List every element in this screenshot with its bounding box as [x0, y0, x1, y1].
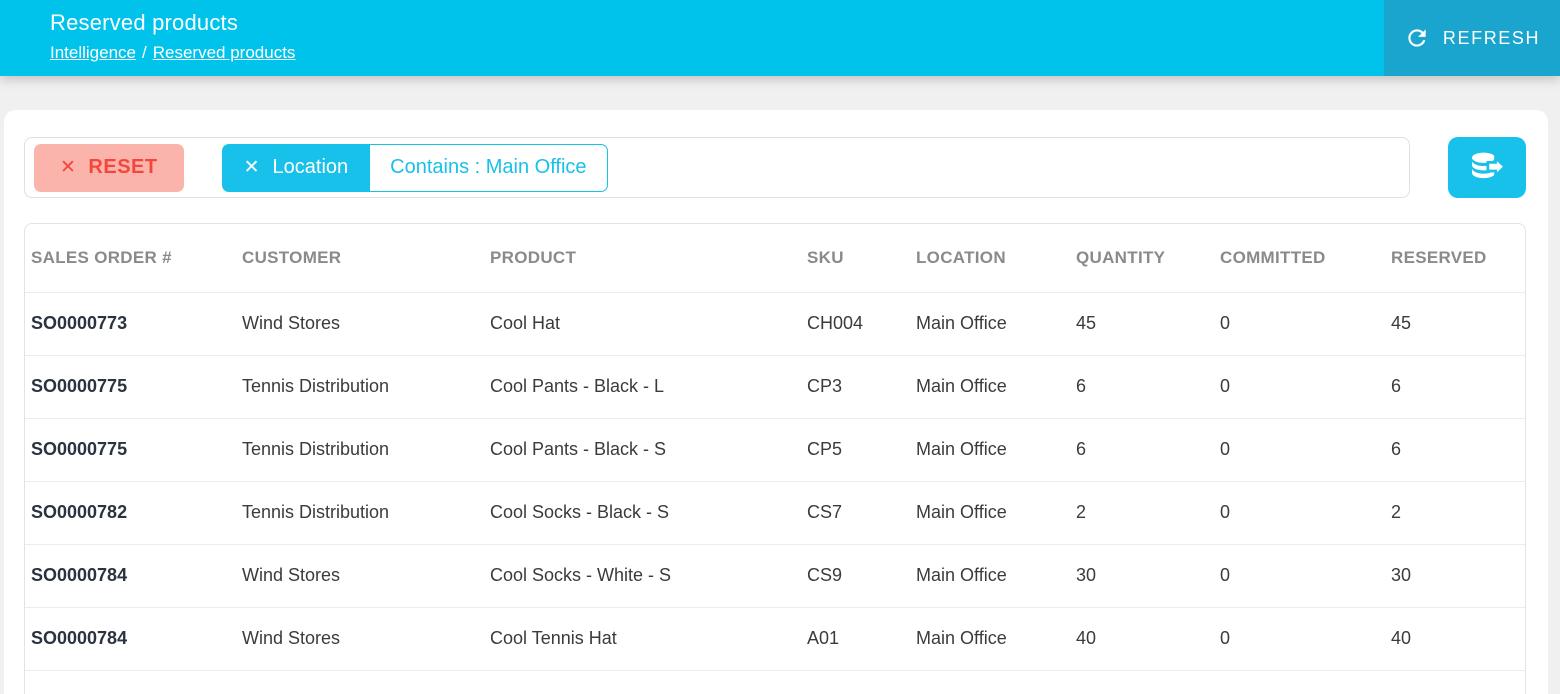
cell-location: Main Office — [916, 565, 1007, 585]
cell-product: Cool Pants - Black - S — [490, 439, 667, 459]
table-body: SO0000773 Wind Stores Cool Hat CH004 Main Of… — [25, 292, 1525, 670]
table-row[interactable]: SO0000782 Tennis Distribution Cool Socks -… — [25, 481, 1525, 544]
table-header-row: SALES ORDER # CUSTOMER PRODUCT SKU LOCATION Q… — [25, 224, 1525, 292]
cell-customer: Tennis Distribution — [242, 376, 390, 396]
cell-reserved: 40 — [1391, 628, 1412, 648]
reset-button-label: RESET — [88, 156, 158, 178]
cell-committed: 0 — [1220, 439, 1231, 459]
app-header: Reserved products Intelligence / Reserved … — [0, 0, 1560, 76]
cell-sales-order-number: SO0000782 — [31, 502, 128, 522]
export-data-button[interactable] — [1448, 137, 1526, 198]
table-row[interactable]: SO0000784 Wind Stores Cool Socks - White -… — [25, 544, 1525, 607]
table-row[interactable]: SO0000773 Wind Stores Cool Hat CH004 Main Of… — [25, 292, 1525, 355]
cell-sku: A01 — [807, 628, 840, 648]
cell-sales-order-number: SO0000784 — [31, 628, 128, 648]
cell-reserved: 6 — [1391, 439, 1402, 459]
table-row[interactable]: SO0000775 Tennis Distribution Cool Pants -… — [25, 418, 1525, 481]
filter-chip-field-label: Location — [272, 156, 349, 178]
cell-sales-order-number: SO0000773 — [31, 313, 128, 333]
cell-customer: Tennis Distribution — [242, 502, 390, 522]
column-header-committed[interactable]: COMMITTED — [1220, 247, 1326, 267]
page-title: Reserved products — [50, 10, 239, 35]
breadcrumb-link-reserved-products[interactable]: Reserved products — [152, 43, 296, 62]
cell-location: Main Office — [916, 313, 1007, 333]
cell-location: Main Office — [916, 376, 1007, 396]
cell-quantity: 2 — [1076, 502, 1087, 522]
cell-product: Cool Socks - Black - S — [490, 502, 670, 522]
column-header-location[interactable]: LOCATION — [916, 247, 1006, 267]
cell-product: Cool Tennis Hat — [490, 628, 617, 648]
cell-sales-order-number: SO0000784 — [31, 565, 128, 585]
cell-location: Main Office — [916, 502, 1007, 522]
database-export-icon — [1466, 150, 1508, 186]
refresh-icon — [1404, 25, 1430, 51]
refresh-button[interactable]: REFRESH — [1384, 0, 1560, 76]
table-row[interactable]: SO0000775 Tennis Distribution Cool Pants -… — [25, 355, 1525, 418]
filter-bar: ✕ RESET ✕ Location Contains : Main Offic… — [24, 137, 1410, 198]
cell-product: Cool Hat — [490, 313, 561, 333]
cell-sku: CS9 — [807, 565, 843, 585]
refresh-button-label: REFRESH — [1442, 27, 1541, 48]
column-header-product[interactable]: PRODUCT — [490, 247, 577, 267]
cell-quantity: 30 — [1076, 565, 1097, 585]
column-header-customer[interactable]: CUSTOMER — [242, 247, 342, 267]
cell-quantity: 6 — [1076, 439, 1087, 459]
cell-product: Cool Pants - Black - L — [490, 376, 665, 396]
cell-reserved: 30 — [1391, 565, 1412, 585]
cell-customer: Wind Stores — [242, 313, 341, 333]
cell-quantity: 45 — [1076, 313, 1097, 333]
cell-sku: CS7 — [807, 502, 843, 522]
cell-committed: 0 — [1220, 502, 1231, 522]
cell-customer: Wind Stores — [242, 565, 341, 585]
cell-location: Main Office — [916, 628, 1007, 648]
close-icon: ✕ — [60, 157, 77, 178]
cell-committed: 0 — [1220, 376, 1231, 396]
breadcrumb-separator: / — [142, 43, 147, 62]
cell-sales-order-number: SO0000775 — [31, 439, 128, 459]
cell-location: Main Office — [916, 439, 1007, 459]
cell-customer: Wind Stores — [242, 628, 341, 648]
filter-chip-field[interactable]: ✕ Location — [221, 143, 371, 192]
filter-chip-location: ✕ Location Contains : Main Office — [221, 143, 608, 192]
cell-customer: Tennis Distribution — [242, 439, 390, 459]
cell-sku: CP5 — [807, 439, 843, 459]
filter-chip-condition-label: Contains : Main Office — [390, 156, 587, 178]
breadcrumb-link-intelligence[interactable]: Intelligence — [50, 43, 137, 62]
cell-quantity: 40 — [1076, 628, 1097, 648]
cell-reserved: 2 — [1391, 502, 1402, 522]
column-header-quantity[interactable]: QUANTITY — [1076, 247, 1166, 267]
cell-sales-order-number: SO0000775 — [31, 376, 128, 396]
cell-reserved: 6 — [1391, 376, 1402, 396]
cell-reserved: 45 — [1391, 313, 1412, 333]
table-row[interactable]: SO0000784 Wind Stores Cool Tennis Hat A01 Ma… — [25, 607, 1525, 670]
column-header-sku[interactable]: SKU — [807, 247, 844, 267]
cell-quantity: 6 — [1076, 376, 1087, 396]
breadcrumb: Intelligence / Reserved products — [50, 43, 295, 63]
cell-committed: 0 — [1220, 313, 1231, 333]
column-header-reserved[interactable]: RESERVED — [1391, 247, 1487, 267]
cell-sku: CP3 — [807, 376, 843, 396]
cell-sku: CH004 — [807, 313, 864, 333]
cell-product: Cool Socks - White - S — [490, 565, 672, 585]
filter-chip-condition[interactable]: Contains : Main Office — [370, 143, 608, 192]
column-header-sales-order-number[interactable]: SALES ORDER # — [31, 247, 172, 267]
close-icon: ✕ — [243, 157, 260, 178]
reserved-products-table: SALES ORDER # CUSTOMER PRODUCT SKU LOCATION Q… — [24, 223, 1526, 694]
reset-filters-button[interactable]: ✕ RESET — [34, 143, 184, 192]
cell-committed: 0 — [1220, 565, 1231, 585]
cell-committed: 0 — [1220, 628, 1231, 648]
